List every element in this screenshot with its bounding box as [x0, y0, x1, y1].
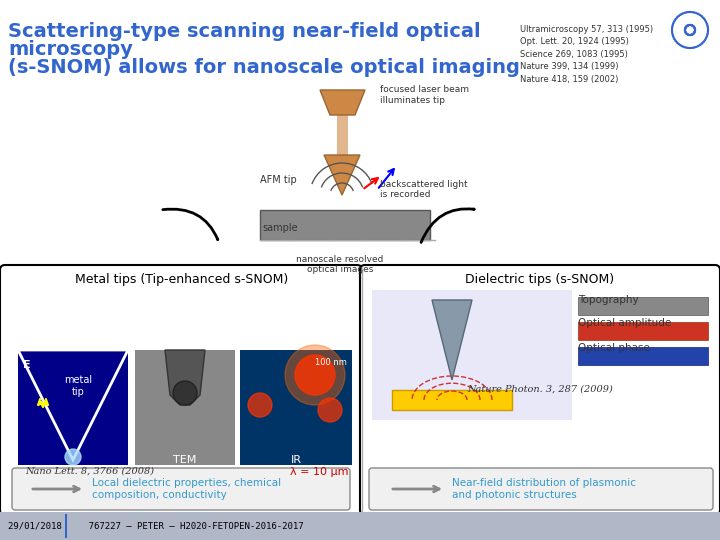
FancyBboxPatch shape: [578, 297, 708, 315]
Circle shape: [173, 381, 197, 405]
Text: microscopy: microscopy: [8, 40, 133, 59]
Polygon shape: [165, 350, 205, 405]
Polygon shape: [320, 90, 365, 115]
Circle shape: [318, 398, 342, 422]
Text: illuminates tip: illuminates tip: [380, 96, 445, 105]
Circle shape: [285, 345, 345, 405]
Text: backscattered light
is recorded: backscattered light is recorded: [380, 180, 467, 199]
FancyBboxPatch shape: [392, 390, 512, 410]
Text: focused laser beam: focused laser beam: [380, 85, 469, 94]
FancyBboxPatch shape: [135, 350, 235, 465]
Text: Local dielectric properties, chemical
composition, conductivity: Local dielectric properties, chemical co…: [92, 478, 281, 500]
Text: Scattering-type scanning near-field optical: Scattering-type scanning near-field opti…: [8, 22, 481, 41]
Polygon shape: [432, 300, 472, 380]
Text: E: E: [23, 360, 31, 370]
Text: AFM tip: AFM tip: [260, 175, 297, 185]
Circle shape: [295, 355, 335, 395]
Text: Ultramicroscopy 57, 313 (1995)
Opt. Lett. 20, 1924 (1995)
Science 269, 1083 (199: Ultramicroscopy 57, 313 (1995) Opt. Lett…: [520, 25, 653, 84]
Text: Nature Photon. 3, 287 (2009): Nature Photon. 3, 287 (2009): [467, 385, 613, 394]
FancyBboxPatch shape: [0, 512, 720, 540]
Text: Optical phase: Optical phase: [578, 343, 650, 353]
Text: Metal tips (Tip-enhanced s-SNOM): Metal tips (Tip-enhanced s-SNOM): [76, 273, 289, 286]
FancyBboxPatch shape: [372, 290, 572, 420]
Text: IR: IR: [290, 455, 302, 465]
FancyBboxPatch shape: [12, 468, 350, 510]
Text: 100 nm: 100 nm: [315, 358, 347, 367]
FancyArrowPatch shape: [421, 209, 474, 242]
FancyArrowPatch shape: [163, 209, 217, 240]
Text: Nano Lett. 8, 3766 (2008): Nano Lett. 8, 3766 (2008): [25, 467, 154, 476]
Text: Topography: Topography: [578, 295, 639, 305]
Circle shape: [248, 393, 272, 417]
Text: 29/01/2018     767227 — PETER — H2020-FETOPEN-2016-2017: 29/01/2018 767227 — PETER — H2020-FETOPE…: [8, 522, 304, 530]
FancyBboxPatch shape: [578, 347, 708, 365]
Text: Optical amplitude: Optical amplitude: [578, 318, 671, 328]
Polygon shape: [324, 155, 360, 195]
Text: nanoscale resolved
optical images: nanoscale resolved optical images: [297, 255, 384, 274]
Text: TEM: TEM: [174, 455, 197, 465]
FancyBboxPatch shape: [578, 322, 708, 340]
FancyBboxPatch shape: [65, 514, 67, 538]
FancyBboxPatch shape: [369, 468, 713, 510]
FancyBboxPatch shape: [260, 210, 430, 240]
Text: sample: sample: [262, 223, 298, 233]
FancyBboxPatch shape: [240, 350, 352, 465]
FancyBboxPatch shape: [18, 350, 128, 465]
Text: (s-SNOM) allows for nanoscale optical imaging: (s-SNOM) allows for nanoscale optical im…: [8, 58, 520, 77]
Circle shape: [65, 449, 81, 465]
Text: λ = 10 μm: λ = 10 μm: [290, 467, 348, 477]
FancyBboxPatch shape: [0, 265, 362, 515]
Text: metal
tip: metal tip: [64, 375, 92, 396]
Text: Dielectric tips (s-SNOM): Dielectric tips (s-SNOM): [465, 273, 615, 286]
FancyBboxPatch shape: [360, 265, 720, 515]
Text: Near-field distribution of plasmonic
and photonic structures: Near-field distribution of plasmonic and…: [452, 478, 636, 500]
